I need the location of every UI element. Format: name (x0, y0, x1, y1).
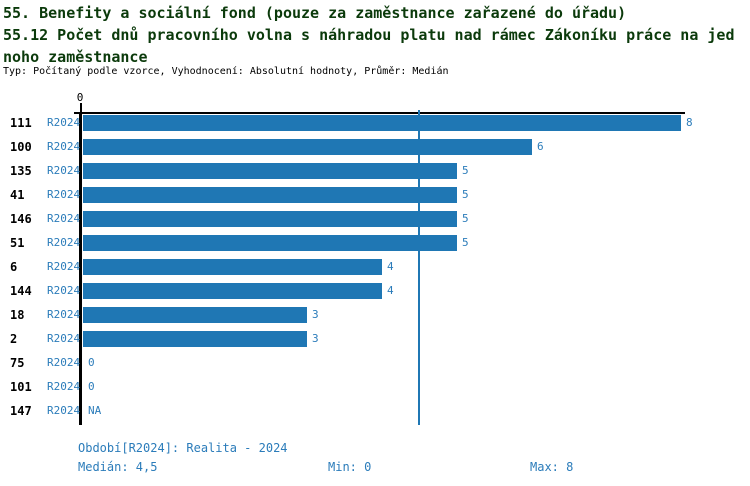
row-period-label: R2024 (47, 260, 81, 273)
row-category-label: 146 (10, 212, 32, 226)
row-category-label: 41 (10, 188, 25, 202)
bar (83, 187, 457, 203)
row-category-label: 2 (10, 332, 18, 346)
footer-min-stat: Min: 0 (328, 460, 372, 474)
bar-value-label: 6 (537, 140, 544, 153)
bar-value-label: 5 (462, 164, 469, 177)
bar (83, 211, 457, 227)
bar-value-label: 4 (387, 284, 394, 297)
chart-meta-line: Typ: Počítaný podle vzorce, Vyhodnocení:… (3, 66, 449, 77)
row-period-label: R2024 (47, 308, 81, 321)
page-title-line1: 55. Benefity a sociální fond (pouze za z… (3, 4, 627, 22)
bar (83, 331, 307, 347)
y-axis-line (79, 113, 82, 425)
page-title-line2: 55.12 Počet dnů pracovního volna s náhra… (3, 26, 735, 44)
bar (83, 163, 457, 179)
bar-value-label: 3 (312, 332, 319, 345)
row-category-label: 111 (10, 116, 32, 130)
bar-value-label: 3 (312, 308, 319, 321)
row-category-label: 18 (10, 308, 25, 322)
row-category-label: 51 (10, 236, 25, 250)
row-category-label: 144 (10, 284, 32, 298)
bar (83, 139, 532, 155)
row-period-label: R2024 (47, 404, 81, 417)
row-category-label: 100 (10, 140, 32, 154)
row-period-label: R2024 (47, 188, 81, 201)
bar (83, 259, 382, 275)
footer-max-stat: Max: 8 (530, 460, 574, 474)
bar-value-label: 4 (387, 260, 394, 273)
bar (83, 307, 307, 323)
bar (83, 283, 382, 299)
row-category-label: 135 (10, 164, 32, 178)
bar-value-label: 5 (462, 212, 469, 225)
bar-value-label: 0 (88, 380, 95, 393)
page-title-line3: noho zaměstnance (3, 48, 148, 66)
bar-value-label: 8 (686, 116, 693, 129)
bar-value-label: NA (88, 404, 102, 417)
row-period-label: R2024 (47, 356, 81, 369)
row-category-label: 147 (10, 404, 32, 418)
x-axis-tick-label-zero: 0 (76, 91, 84, 104)
footer-median-stat: Medián: 4,5 (78, 460, 158, 474)
bar-value-label: 5 (462, 188, 469, 201)
row-category-label: 101 (10, 380, 32, 394)
bar (83, 115, 681, 131)
bar (83, 235, 457, 251)
row-period-label: R2024 (47, 212, 81, 225)
row-period-label: R2024 (47, 236, 81, 249)
footer-period-label: Období[R2024]: Realita - 2024 (78, 441, 288, 455)
bar-value-label: 5 (462, 236, 469, 249)
row-period-label: R2024 (47, 284, 81, 297)
row-period-label: R2024 (47, 116, 81, 129)
row-period-label: R2024 (47, 140, 81, 153)
row-category-label: 6 (10, 260, 18, 274)
x-axis-tick-mark (80, 103, 82, 112)
median-reference-line (418, 110, 421, 425)
row-category-label: 75 (10, 356, 25, 370)
x-axis-line (74, 112, 685, 114)
bar-value-label: 0 (88, 356, 95, 369)
row-period-label: R2024 (47, 332, 81, 345)
row-period-label: R2024 (47, 164, 81, 177)
row-period-label: R2024 (47, 380, 81, 393)
